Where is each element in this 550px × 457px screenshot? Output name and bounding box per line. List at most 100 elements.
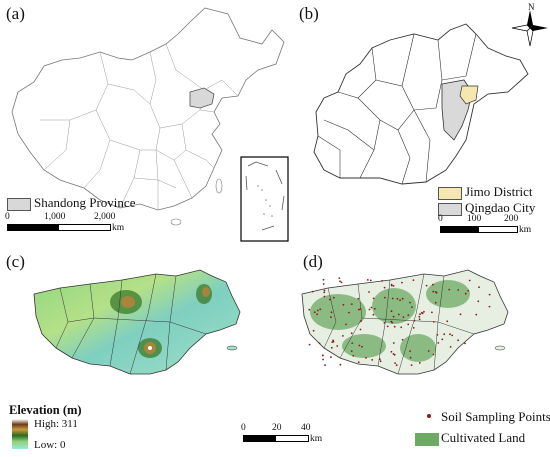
sampling-point <box>407 314 410 316</box>
scale-c-bar <box>243 435 309 442</box>
sampling-point <box>396 297 399 300</box>
sampling-point <box>372 313 375 316</box>
sampling-point <box>368 291 370 293</box>
sampling-point <box>381 279 383 282</box>
sampling-point <box>418 315 421 318</box>
sampling-point <box>378 358 381 361</box>
sampling-point <box>357 297 360 300</box>
sampling-point <box>420 311 423 314</box>
sampling-point <box>390 310 393 313</box>
sampling-point <box>330 346 333 349</box>
elevation-legend-low: Low: 0 <box>34 439 66 451</box>
sampling-point <box>392 315 395 318</box>
sampling-point <box>402 316 405 318</box>
china-map <box>11 7 289 242</box>
sampling-point <box>390 284 393 287</box>
sampling-point <box>332 339 334 342</box>
sampling-point <box>329 298 331 301</box>
sampling-point <box>370 306 373 309</box>
sampling-point <box>308 308 311 311</box>
sampling-point <box>419 313 421 316</box>
sampling-point <box>425 284 428 287</box>
sampling-point <box>373 307 376 310</box>
legend-label-jimo: Jimo District <box>465 184 533 199</box>
sampling-point <box>316 309 319 312</box>
sampling-point <box>448 288 451 291</box>
sampling-point <box>401 338 404 341</box>
sampling-point <box>316 313 318 316</box>
scale-c-unit: km <box>310 434 323 444</box>
sampling-point <box>365 357 367 359</box>
sampling-point <box>432 321 435 323</box>
panel-d-label: (d) <box>303 252 323 271</box>
legend-swatch-qingdao <box>438 203 462 216</box>
sampling-point <box>330 316 332 318</box>
sampling-point <box>322 358 324 361</box>
scale-b-tick-1: 100 <box>467 214 482 224</box>
sampling-point <box>339 280 341 283</box>
sampling-point <box>477 300 480 303</box>
scale-c-tick-0: 0 <box>241 423 246 433</box>
sampling-point <box>434 301 437 304</box>
sampling-point <box>446 320 449 323</box>
sampling-point <box>449 346 452 348</box>
legend-sampling-point-icon <box>427 414 431 418</box>
sampling-point <box>391 297 394 300</box>
sampling-point <box>397 313 400 316</box>
sampling-point <box>409 350 411 352</box>
sampling-point <box>393 325 396 328</box>
sampling-point <box>312 329 315 332</box>
sampling-point <box>395 364 398 367</box>
scale-c-tick-2: 40 <box>301 423 311 433</box>
sampling-point <box>371 359 374 361</box>
panel-c-label: (c) <box>6 252 25 271</box>
elevation-color-ramp <box>12 419 28 449</box>
sampling-point <box>410 364 413 366</box>
scale-c-tick-1: 20 <box>272 423 282 433</box>
shandong-map <box>313 10 548 185</box>
jimo-highlight <box>459 85 479 105</box>
sampling-point <box>350 303 353 305</box>
sampling-point <box>390 320 393 323</box>
legend-label-shandong: Shandong Province <box>34 195 136 210</box>
sampling-point <box>432 353 435 356</box>
sampling-point <box>342 335 344 337</box>
sampling-map <box>301 269 509 375</box>
sampling-point <box>384 296 386 299</box>
sampling-point <box>366 279 369 281</box>
sampling-point <box>409 301 411 304</box>
sampling-point <box>339 363 342 366</box>
sampling-point <box>319 308 322 311</box>
sampling-point <box>449 333 451 336</box>
sampling-point <box>409 356 412 359</box>
sampling-point <box>313 311 316 314</box>
scale-b-unit: km <box>519 225 532 235</box>
sampling-point <box>350 332 353 335</box>
sampling-point <box>412 279 415 281</box>
legend-swatch-cultivated <box>415 433 439 446</box>
sampling-point <box>338 277 341 279</box>
sampling-point <box>437 342 440 344</box>
legend-label-qingdao: Qingdao City <box>465 200 536 215</box>
sampling-point <box>464 292 467 295</box>
elevation-legend-high: High: 311 <box>34 418 78 430</box>
scale-b-bar <box>440 226 518 233</box>
sampling-point <box>411 306 413 308</box>
panel-a-label: (a) <box>6 4 25 23</box>
sampling-point <box>475 313 478 316</box>
shandong-highlight <box>189 87 215 109</box>
sampling-point <box>311 290 314 293</box>
sampling-point <box>459 313 462 316</box>
sampling-point <box>432 283 434 286</box>
sampling-point <box>352 354 355 357</box>
sampling-point <box>322 278 325 281</box>
sampling-point <box>330 311 333 314</box>
sampling-point <box>435 291 438 294</box>
sampling-point <box>386 325 389 328</box>
sampling-point <box>330 356 332 358</box>
scale-b-tick-0: 0 <box>438 214 443 224</box>
sampling-point <box>345 323 347 326</box>
sampling-point <box>322 283 325 285</box>
sampling-point <box>467 289 470 292</box>
sampling-point <box>336 345 339 347</box>
